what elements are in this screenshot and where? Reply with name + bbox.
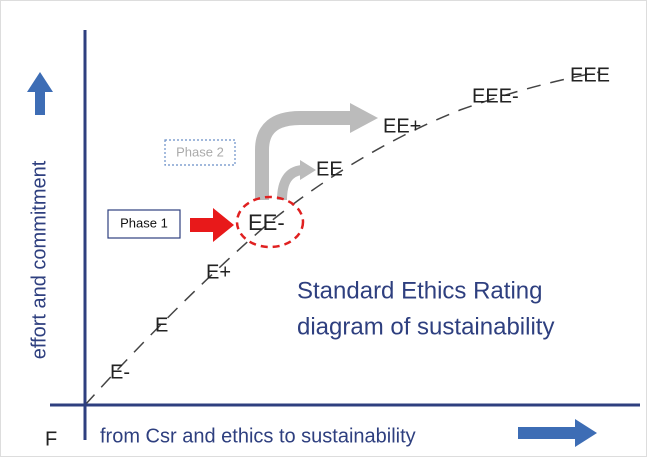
rating: EE- — [248, 210, 285, 235]
step-arrow — [277, 165, 303, 201]
title-line: diagram of sustainability — [297, 313, 554, 340]
rating: EE+ — [383, 115, 421, 137]
rating: EEE- — [472, 85, 519, 107]
phase1-box — [107, 209, 181, 239]
rating: E+ — [206, 261, 231, 283]
phase2-label: Phase 2 — [176, 144, 224, 159]
y-axis-label: effort and commitment — [28, 160, 50, 359]
x-axis-label: from Csr and ethics to sustainability — [100, 425, 416, 447]
title-line: Standard Ethics Rating — [297, 277, 542, 304]
phase1-label: Phase 1 — [120, 215, 168, 230]
rating: E- — [110, 361, 130, 383]
step-arrow-head — [300, 160, 316, 180]
highlight-circle — [235, 195, 305, 249]
up-arrow — [27, 72, 53, 115]
rating: EE — [316, 158, 343, 180]
phase2-arrow-head — [350, 103, 378, 133]
phase1-arrow — [190, 208, 234, 242]
rating-curve — [84, 71, 601, 406]
origin-label: F — [45, 428, 57, 450]
phase2-box — [164, 139, 236, 166]
phase2-arrow — [255, 111, 350, 200]
right-arrow — [518, 419, 597, 447]
rating: E — [155, 314, 168, 336]
rating: EEE — [570, 64, 610, 86]
